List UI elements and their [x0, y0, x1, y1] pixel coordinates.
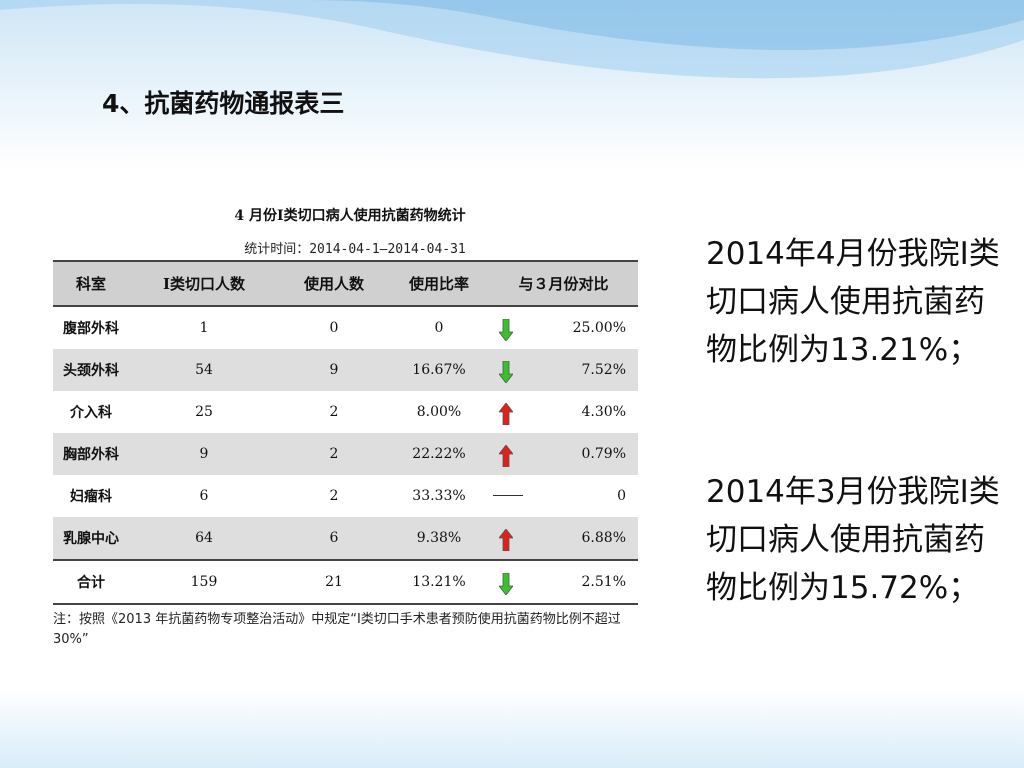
- summary-april: 2014年4月份我院Ⅰ类切口病人使用抗菌药物比例为13.21%；: [706, 236, 1000, 368]
- cell-usage-rate: 33.33%: [412, 488, 466, 504]
- cell-used-count: 21: [279, 559, 389, 605]
- comparison-value: 0.79%: [581, 446, 626, 462]
- table-footnote: 注：按照《2013 年抗菌药物专项整治活动》中规定“Ⅰ类切口手术患者预防使用抗菌…: [53, 612, 621, 647]
- cell-department: 妇瘤科: [70, 489, 112, 505]
- cell-incision-count: 6: [199, 488, 209, 504]
- summary-march: 2014年3月份我院Ⅰ类切口病人使用抗菌药物比例为15.72%；: [706, 474, 1000, 606]
- arrow-up-icon: [499, 529, 513, 551]
- cell-department: 腹部外科: [63, 321, 119, 337]
- comparison-value: 2.51%: [581, 574, 626, 590]
- cell-usage-rate: 0: [434, 320, 444, 336]
- cell-incision-count: 54: [129, 349, 279, 391]
- cell-march-comparison: 0: [489, 475, 638, 517]
- cell-department: 乳腺中心: [53, 517, 129, 560]
- table-header-row: 科室 Ⅰ类切口人数 使用人数 使用比率 与３月份对比: [53, 260, 638, 307]
- cell-used-count: 2: [329, 404, 339, 420]
- table-title: 4 月份Ⅰ类切口病人使用抗菌药物统计: [234, 208, 466, 224]
- table-row: 介入科 25 2 8.00% 4.30%: [53, 391, 638, 433]
- background-gradient-bottom: [0, 688, 1024, 768]
- table-row: 胸部外科 9 2 22.22% 0.79%: [53, 433, 638, 475]
- cell-department: 合计: [53, 559, 129, 605]
- cell-used-count: 2: [329, 488, 339, 504]
- cell-march-comparison: 6.88%: [489, 517, 638, 560]
- statistics-period: 统计时间：2014-04-1—2014-04-31: [244, 242, 466, 257]
- comparison-value: 25.00%: [572, 320, 626, 336]
- cell-march-comparison: 4.30%: [489, 391, 638, 433]
- cell-march-comparison: 0.79%: [489, 433, 638, 475]
- table-row: 头颈外科 54 9 16.67% 7.52%: [53, 349, 638, 391]
- cell-march-comparison: 25.00%: [489, 306, 638, 349]
- arrow-down-icon: [499, 319, 513, 341]
- cell-march-comparison: 7.52%: [489, 349, 638, 391]
- cell-used-count: 9: [279, 349, 389, 391]
- arrow-down-icon: [499, 361, 513, 383]
- header-used-count: 使用人数: [279, 260, 389, 307]
- comparison-value: 0: [617, 488, 626, 504]
- header-march-comparison: 与３月份对比: [489, 260, 638, 307]
- cell-department: 介入科: [70, 405, 112, 421]
- table-total-row: 合计 159 21 13.21% 2.51%: [53, 559, 638, 605]
- comparison-value: 7.52%: [581, 362, 626, 378]
- comparison-value: 4.30%: [581, 404, 626, 420]
- antibiotic-stats-table: 科室 Ⅰ类切口人数 使用人数 使用比率 与３月份对比 腹部外科 1 0 0 25.00%…: [53, 260, 638, 605]
- header-usage-rate: 使用比率: [389, 260, 489, 307]
- cell-used-count: 6: [279, 517, 389, 560]
- cell-department: 胸部外科: [53, 433, 129, 475]
- background-swoosh: [0, 0, 1024, 79]
- cell-usage-rate: 22.22%: [389, 433, 489, 475]
- header-incision-count: Ⅰ类切口人数: [129, 260, 279, 307]
- cell-incision-count: 159: [129, 559, 279, 605]
- cell-incision-count: 64: [129, 517, 279, 560]
- cell-incision-count: 25: [195, 404, 213, 420]
- table-row: 乳腺中心 64 6 9.38% 6.88%: [53, 517, 638, 560]
- cell-march-comparison: 2.51%: [489, 559, 638, 605]
- cell-used-count: 2: [279, 433, 389, 475]
- cell-usage-rate: 9.38%: [389, 517, 489, 560]
- arrow-up-icon: [499, 445, 513, 467]
- table-row: 妇瘤科 6 2 33.33% 0: [53, 475, 638, 517]
- table-row: 腹部外科 1 0 0 25.00%: [53, 306, 638, 349]
- slide-title: 4、抗菌药物通报表三: [102, 89, 345, 118]
- cell-usage-rate: 16.67%: [389, 349, 489, 391]
- dash-icon: [493, 495, 523, 496]
- header-department: 科室: [53, 260, 129, 307]
- arrow-up-icon: [499, 403, 513, 425]
- cell-incision-count: 9: [129, 433, 279, 475]
- cell-department: 头颈外科: [53, 349, 129, 391]
- cell-usage-rate: 8.00%: [416, 404, 462, 420]
- comparison-value: 6.88%: [581, 530, 626, 546]
- cell-usage-rate: 13.21%: [389, 559, 489, 605]
- cell-incision-count: 1: [199, 320, 209, 336]
- cell-used-count: 0: [329, 320, 339, 336]
- arrow-down-icon: [499, 573, 513, 595]
